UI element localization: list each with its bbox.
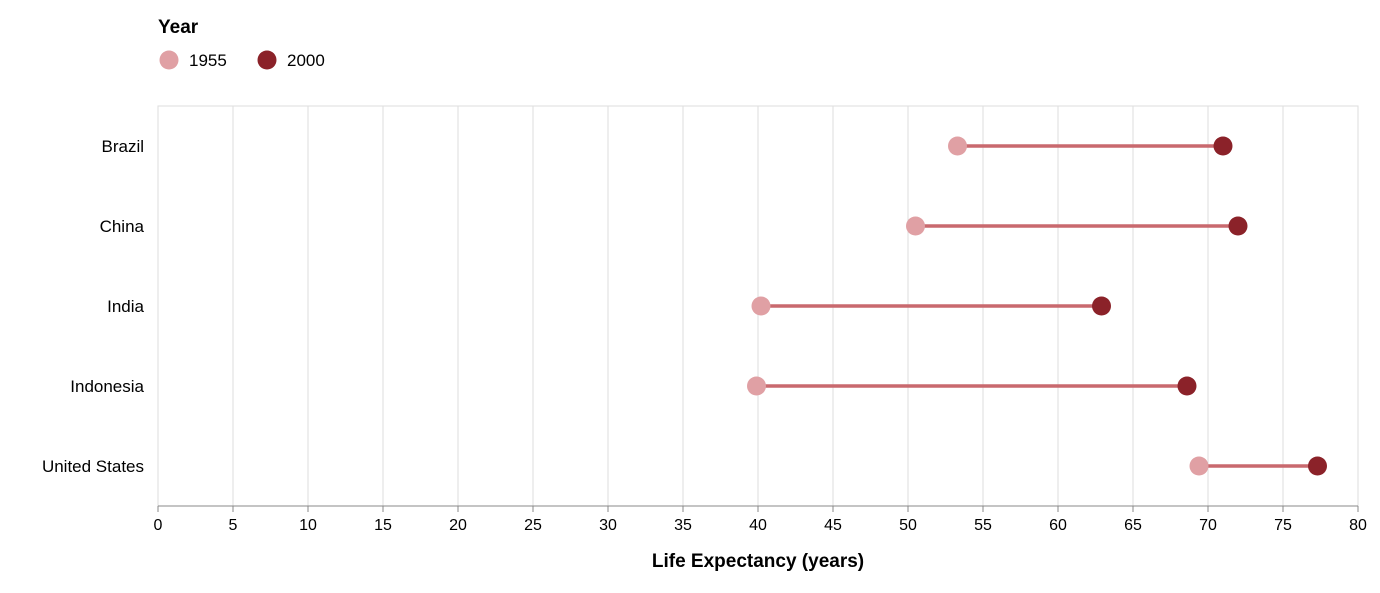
- x-tick-label: 45: [824, 517, 842, 534]
- x-tick-label: 65: [1124, 517, 1142, 534]
- x-tick-label: 0: [154, 517, 163, 534]
- point-1955: [751, 296, 771, 316]
- legend: Year 1955 2000: [158, 17, 325, 70]
- y-tick-label: India: [107, 297, 144, 316]
- x-tick-label: 70: [1199, 517, 1217, 534]
- x-axis: 0 5 10 15 20 25 30 35 40 45 50 55 60 65 70 75 80: [154, 505, 1367, 534]
- y-tick-label: Indonesia: [70, 377, 144, 396]
- y-tick-label: China: [100, 217, 145, 236]
- x-tick-label: 40: [749, 517, 767, 534]
- x-axis-title: Life Expectancy (years): [652, 551, 864, 572]
- point-2000: [1228, 216, 1248, 236]
- x-tick-label: 30: [599, 517, 617, 534]
- legend-label-2000: 2000: [287, 51, 325, 70]
- legend-title: Year: [158, 17, 199, 38]
- point-2000: [1213, 136, 1233, 156]
- x-tick-label: 5: [229, 517, 238, 534]
- point-1955: [906, 216, 925, 236]
- legend-label-1955: 1955: [189, 51, 227, 70]
- y-tick-label: Brazil: [101, 137, 144, 156]
- x-tick-label: 50: [899, 517, 917, 534]
- x-tick-label: 75: [1274, 517, 1292, 534]
- x-tick-label: 60: [1049, 517, 1067, 534]
- x-tick-label: 35: [674, 517, 692, 534]
- point-1955: [948, 136, 967, 156]
- legend-symbol-1955: [159, 50, 179, 70]
- legend-symbol-2000: [257, 50, 277, 70]
- x-tick-label: 55: [974, 517, 992, 534]
- point-2000: [1092, 296, 1111, 316]
- x-tick-label: 15: [374, 517, 392, 534]
- point-2000: [1177, 376, 1197, 396]
- y-axis: Brazil China India Indonesia United States: [42, 137, 145, 476]
- y-tick-label: United States: [42, 457, 144, 476]
- point-2000: [1308, 456, 1327, 476]
- x-tick-label: 80: [1349, 517, 1367, 534]
- point-1955: [747, 376, 766, 396]
- x-tick-label: 25: [524, 517, 542, 534]
- legend-items: 1955 2000: [159, 50, 325, 70]
- x-tick-label: 20: [449, 517, 467, 534]
- point-1955: [1189, 456, 1209, 476]
- marks: [747, 136, 1327, 476]
- x-tick-label: 10: [299, 517, 317, 534]
